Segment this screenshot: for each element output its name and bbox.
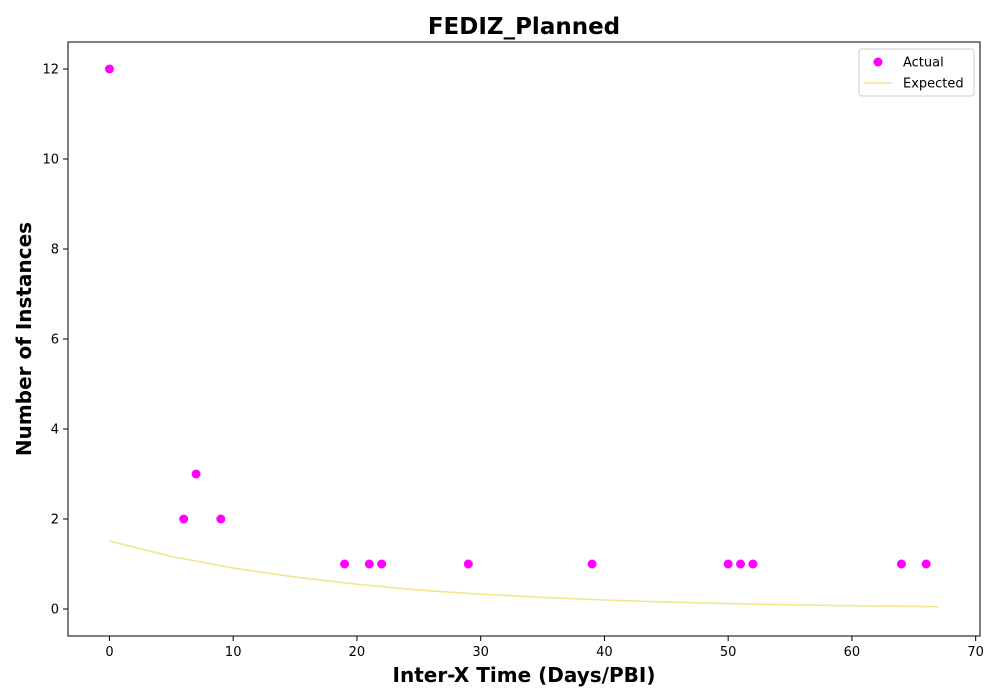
- actual-data-point: [723, 559, 733, 569]
- legend-label: Expected: [903, 77, 964, 92]
- x-tick-label: 0: [105, 645, 113, 660]
- x-tick-label: 60: [844, 645, 861, 660]
- y-tick-label: 2: [51, 513, 59, 528]
- y-axis-label: Number of Instances: [12, 222, 36, 456]
- x-axis-ticks: 0 10 20 30 40 50 60 70: [105, 636, 984, 660]
- actual-data-point: [364, 559, 374, 569]
- actual-data-point: [587, 559, 597, 569]
- actual-data-point: [748, 559, 758, 569]
- series-layer: [104, 64, 939, 608]
- y-tick-label: 4: [51, 423, 59, 438]
- actual-data-point: [736, 559, 746, 569]
- y-tick-label: 6: [51, 333, 59, 348]
- actual-data-point: [377, 559, 387, 569]
- actual-data-point: [216, 514, 226, 524]
- actual-data-point: [896, 559, 906, 569]
- y-tick-label: 8: [51, 243, 59, 258]
- legend-marker-actual: [873, 57, 883, 67]
- x-tick-label: 20: [349, 645, 366, 660]
- y-tick-label: 12: [42, 63, 59, 78]
- y-tick-label: 0: [51, 603, 59, 618]
- chart-title: FEDIZ_Planned: [428, 14, 620, 40]
- legend-label: Actual: [903, 56, 944, 71]
- actual-data-point: [340, 559, 350, 569]
- actual-data-point: [179, 514, 189, 524]
- actual-data-point: [463, 559, 473, 569]
- y-tick-label: 10: [42, 153, 59, 168]
- actual-data-point: [191, 469, 201, 479]
- legend-box: [858, 48, 975, 97]
- x-tick-label: 30: [472, 645, 489, 660]
- actual-data-point: [104, 64, 114, 74]
- x-tick-label: 70: [967, 645, 984, 660]
- y-axis-ticks: 0 2 4 6 8 10 12: [42, 63, 68, 618]
- x-tick-label: 50: [720, 645, 737, 660]
- x-axis-label: Inter-X Time (Days/PBI): [393, 663, 656, 687]
- plot-area: [67, 41, 981, 637]
- x-tick-label: 40: [596, 645, 613, 660]
- legend: Actual Expected: [858, 48, 975, 97]
- x-tick-label: 10: [225, 645, 242, 660]
- expected-series-line: [109, 540, 939, 608]
- actual-data-point: [921, 559, 931, 569]
